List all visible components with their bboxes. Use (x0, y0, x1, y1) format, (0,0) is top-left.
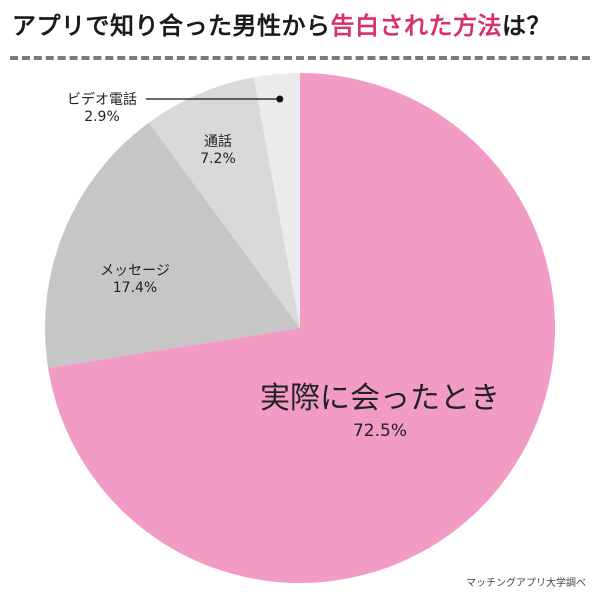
slice-label-1: 実際に会ったとき (260, 381, 500, 416)
title-divider (10, 56, 590, 60)
pie-slice-2 (45, 122, 300, 368)
leader-dot (276, 95, 284, 103)
slice-label-3: 通話 (204, 133, 232, 150)
title-highlight: 告白された方法 (330, 12, 502, 40)
slice-value-label-1: 72.5% (353, 421, 407, 441)
slice-label-2: メッセージ (100, 263, 170, 279)
pie-slice-4 (253, 73, 300, 328)
slice-label-4: ビデオ電話 (67, 91, 137, 108)
pie-slice-3 (148, 77, 300, 328)
title-prefix: アプリで知り合った男性から (12, 12, 331, 40)
slice-value-label-4: 2.9% (84, 109, 120, 125)
chart-title: アプリで知り合った男性から告白された方法は？ (12, 6, 592, 41)
slice-value-label-2: 17.4% (113, 280, 157, 296)
slice-value-label-3: 7.2% (200, 151, 236, 167)
pie-slices (45, 73, 556, 583)
pie-slice-1 (48, 73, 556, 583)
title-suffix: は？ (502, 12, 551, 40)
source-note: マッチングアプリ大学調べ (466, 578, 586, 589)
